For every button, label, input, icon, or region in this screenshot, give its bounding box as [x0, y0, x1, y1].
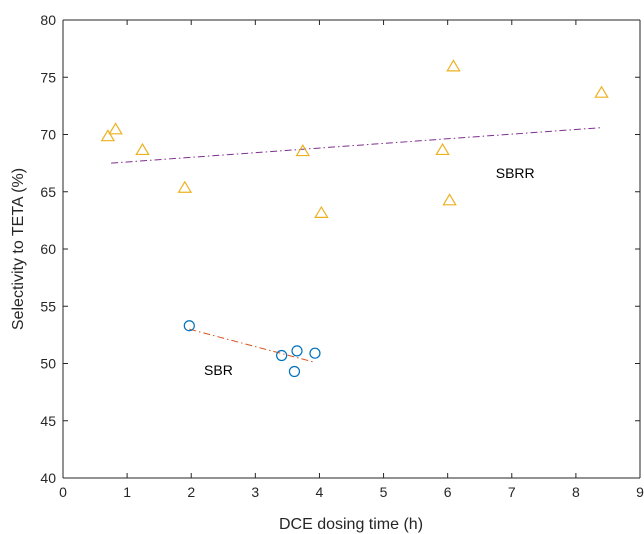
y-tick-label: 75	[40, 69, 56, 85]
x-tick-label: 9	[636, 484, 644, 500]
data-point-sbr	[288, 365, 301, 378]
x-tick-label: 4	[316, 484, 324, 500]
data-point-sbrr	[135, 142, 150, 156]
x-tick-label: 1	[123, 484, 131, 500]
data-point-sbrr	[435, 142, 450, 156]
data-point-sbrr	[446, 59, 461, 72]
annotation-sbr: SBR	[204, 362, 233, 378]
x-tick-label: 5	[380, 484, 388, 500]
y-tick-label: 70	[40, 127, 56, 143]
y-tick-label: 50	[40, 356, 56, 372]
x-tick-label: 0	[59, 484, 67, 500]
data-point-sbrr	[100, 129, 116, 142]
x-tick-label: 8	[572, 484, 580, 500]
trend-line-sbr	[189, 328, 316, 363]
x-tick-label: 7	[508, 484, 516, 500]
x-axis-label: DCE dosing time (h)	[279, 516, 423, 533]
x-tick-label: 2	[187, 484, 195, 500]
data-point-sbrr	[594, 85, 609, 98]
data-point-sbrr	[442, 193, 457, 206]
y-tick-label: 45	[40, 413, 56, 429]
data-markers	[100, 59, 609, 378]
y-tick-label: 40	[40, 470, 56, 486]
y-tick-label: 65	[40, 184, 56, 200]
y-axis-label: Selectivity to TETA (%)	[10, 168, 27, 330]
x-tick-label: 3	[251, 484, 259, 500]
y-tick-label: 55	[40, 298, 56, 314]
y-tick-label: 60	[40, 241, 56, 257]
plot-area	[63, 20, 640, 478]
x-tick-label: 6	[444, 484, 452, 500]
annotations: SBRR SBR	[204, 165, 535, 378]
data-point-sbrr	[108, 122, 123, 135]
data-point-sbrr	[295, 143, 311, 157]
data-point-sbr	[183, 320, 195, 332]
data-point-sbr	[291, 345, 303, 357]
data-point-sbrr	[177, 180, 193, 193]
trend-line-sbrr	[111, 127, 602, 164]
y-tick-label: 80	[40, 12, 56, 28]
annotation-sbrr: SBRR	[496, 165, 535, 181]
data-point-sbrr	[314, 205, 329, 219]
axes	[62, 19, 641, 479]
tick-marks	[62, 19, 641, 479]
data-point-sbr	[276, 349, 288, 362]
trend-lines	[111, 127, 602, 363]
data-point-sbr	[309, 347, 321, 359]
